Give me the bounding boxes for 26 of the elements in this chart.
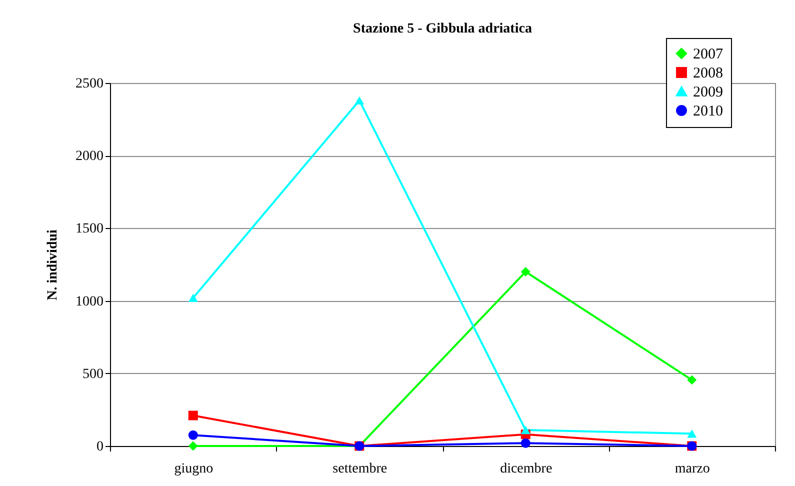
point (687, 430, 697, 438)
legend-label: 2010 (693, 104, 723, 120)
y-tick-label: 1000 (76, 294, 104, 310)
x-tick-label: dicembre (500, 462, 552, 476)
x-tick-label: marzo (674, 462, 710, 476)
y-axis-title: N. individui (46, 229, 60, 300)
legend-label: 2007 (693, 46, 724, 62)
chart-title: Stazione 5 - Gibbula adriatica (353, 22, 532, 36)
point (687, 375, 697, 385)
point (188, 430, 198, 440)
y-tick-label: 500 (82, 366, 104, 382)
y-tick-label: 1500 (76, 222, 104, 237)
legend-label: 2008 (693, 66, 723, 82)
point (188, 410, 198, 420)
point (188, 294, 198, 302)
y-tick-label: 0 (96, 440, 104, 454)
y-tick-label: 2000 (76, 149, 104, 164)
point (520, 438, 530, 448)
point (520, 426, 530, 434)
point (520, 267, 530, 277)
legend-label: 2009 (693, 84, 723, 100)
point (354, 96, 364, 105)
y-tick-label: 2500 (76, 76, 104, 92)
point (188, 441, 198, 451)
x-tick-label: settembre (332, 462, 388, 476)
x-tick-label: giugno (174, 462, 214, 476)
